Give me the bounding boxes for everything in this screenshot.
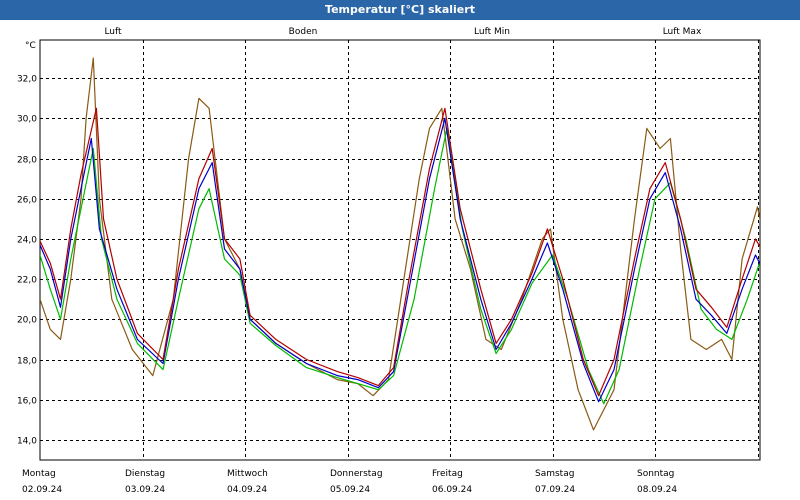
legend-entry: Boden — [289, 27, 318, 37]
x-date-label: 08.09.24 — [637, 485, 677, 495]
legend-entry: Luft Max — [663, 27, 702, 37]
x-weekday-label: Dienstag — [125, 469, 165, 479]
y-tick-label: 26,0 — [17, 196, 37, 206]
y-tick-label: 20,0 — [17, 316, 37, 326]
x-weekday-label: Freitag — [432, 469, 463, 479]
x-weekday-label: Sonntag — [637, 469, 674, 479]
x-date-label: 03.09.24 — [125, 485, 165, 495]
x-date-label: 05.09.24 — [330, 485, 370, 495]
x-date-label: 04.09.24 — [227, 485, 267, 495]
x-weekday-label: Samstag — [535, 469, 574, 479]
y-tick-label: 24,0 — [17, 236, 37, 246]
y-tick-label: 32,0 — [17, 75, 37, 85]
plot-area — [39, 39, 761, 461]
x-weekday-label: Donnerstag — [330, 469, 383, 479]
y-tick-label: 30,0 — [17, 115, 37, 125]
x-date-label: 06.09.24 — [432, 485, 472, 495]
y-tick-label: 14,0 — [17, 437, 37, 447]
x-date-label: 07.09.24 — [535, 485, 575, 495]
x-weekday-label: Mittwoch — [227, 469, 268, 479]
series-line-boden — [40, 57, 760, 431]
window-title: Temperatur [°C] skaliert — [0, 0, 800, 20]
series-line-luft-max — [40, 107, 760, 397]
series-line-luft — [40, 117, 760, 403]
x-date-label: 02.09.24 — [22, 485, 62, 495]
y-unit-label: °C — [25, 41, 36, 51]
y-tick-label: 16,0 — [17, 397, 37, 407]
x-weekday-label: Montag — [22, 469, 56, 479]
series-line-luft-min — [40, 127, 760, 405]
y-tick-label: 28,0 — [17, 156, 37, 166]
y-tick-label: 18,0 — [17, 357, 37, 367]
y-tick-label: 22,0 — [17, 276, 37, 286]
legend-entry: Luft — [104, 27, 122, 37]
legend-entry: Luft Min — [474, 27, 510, 37]
